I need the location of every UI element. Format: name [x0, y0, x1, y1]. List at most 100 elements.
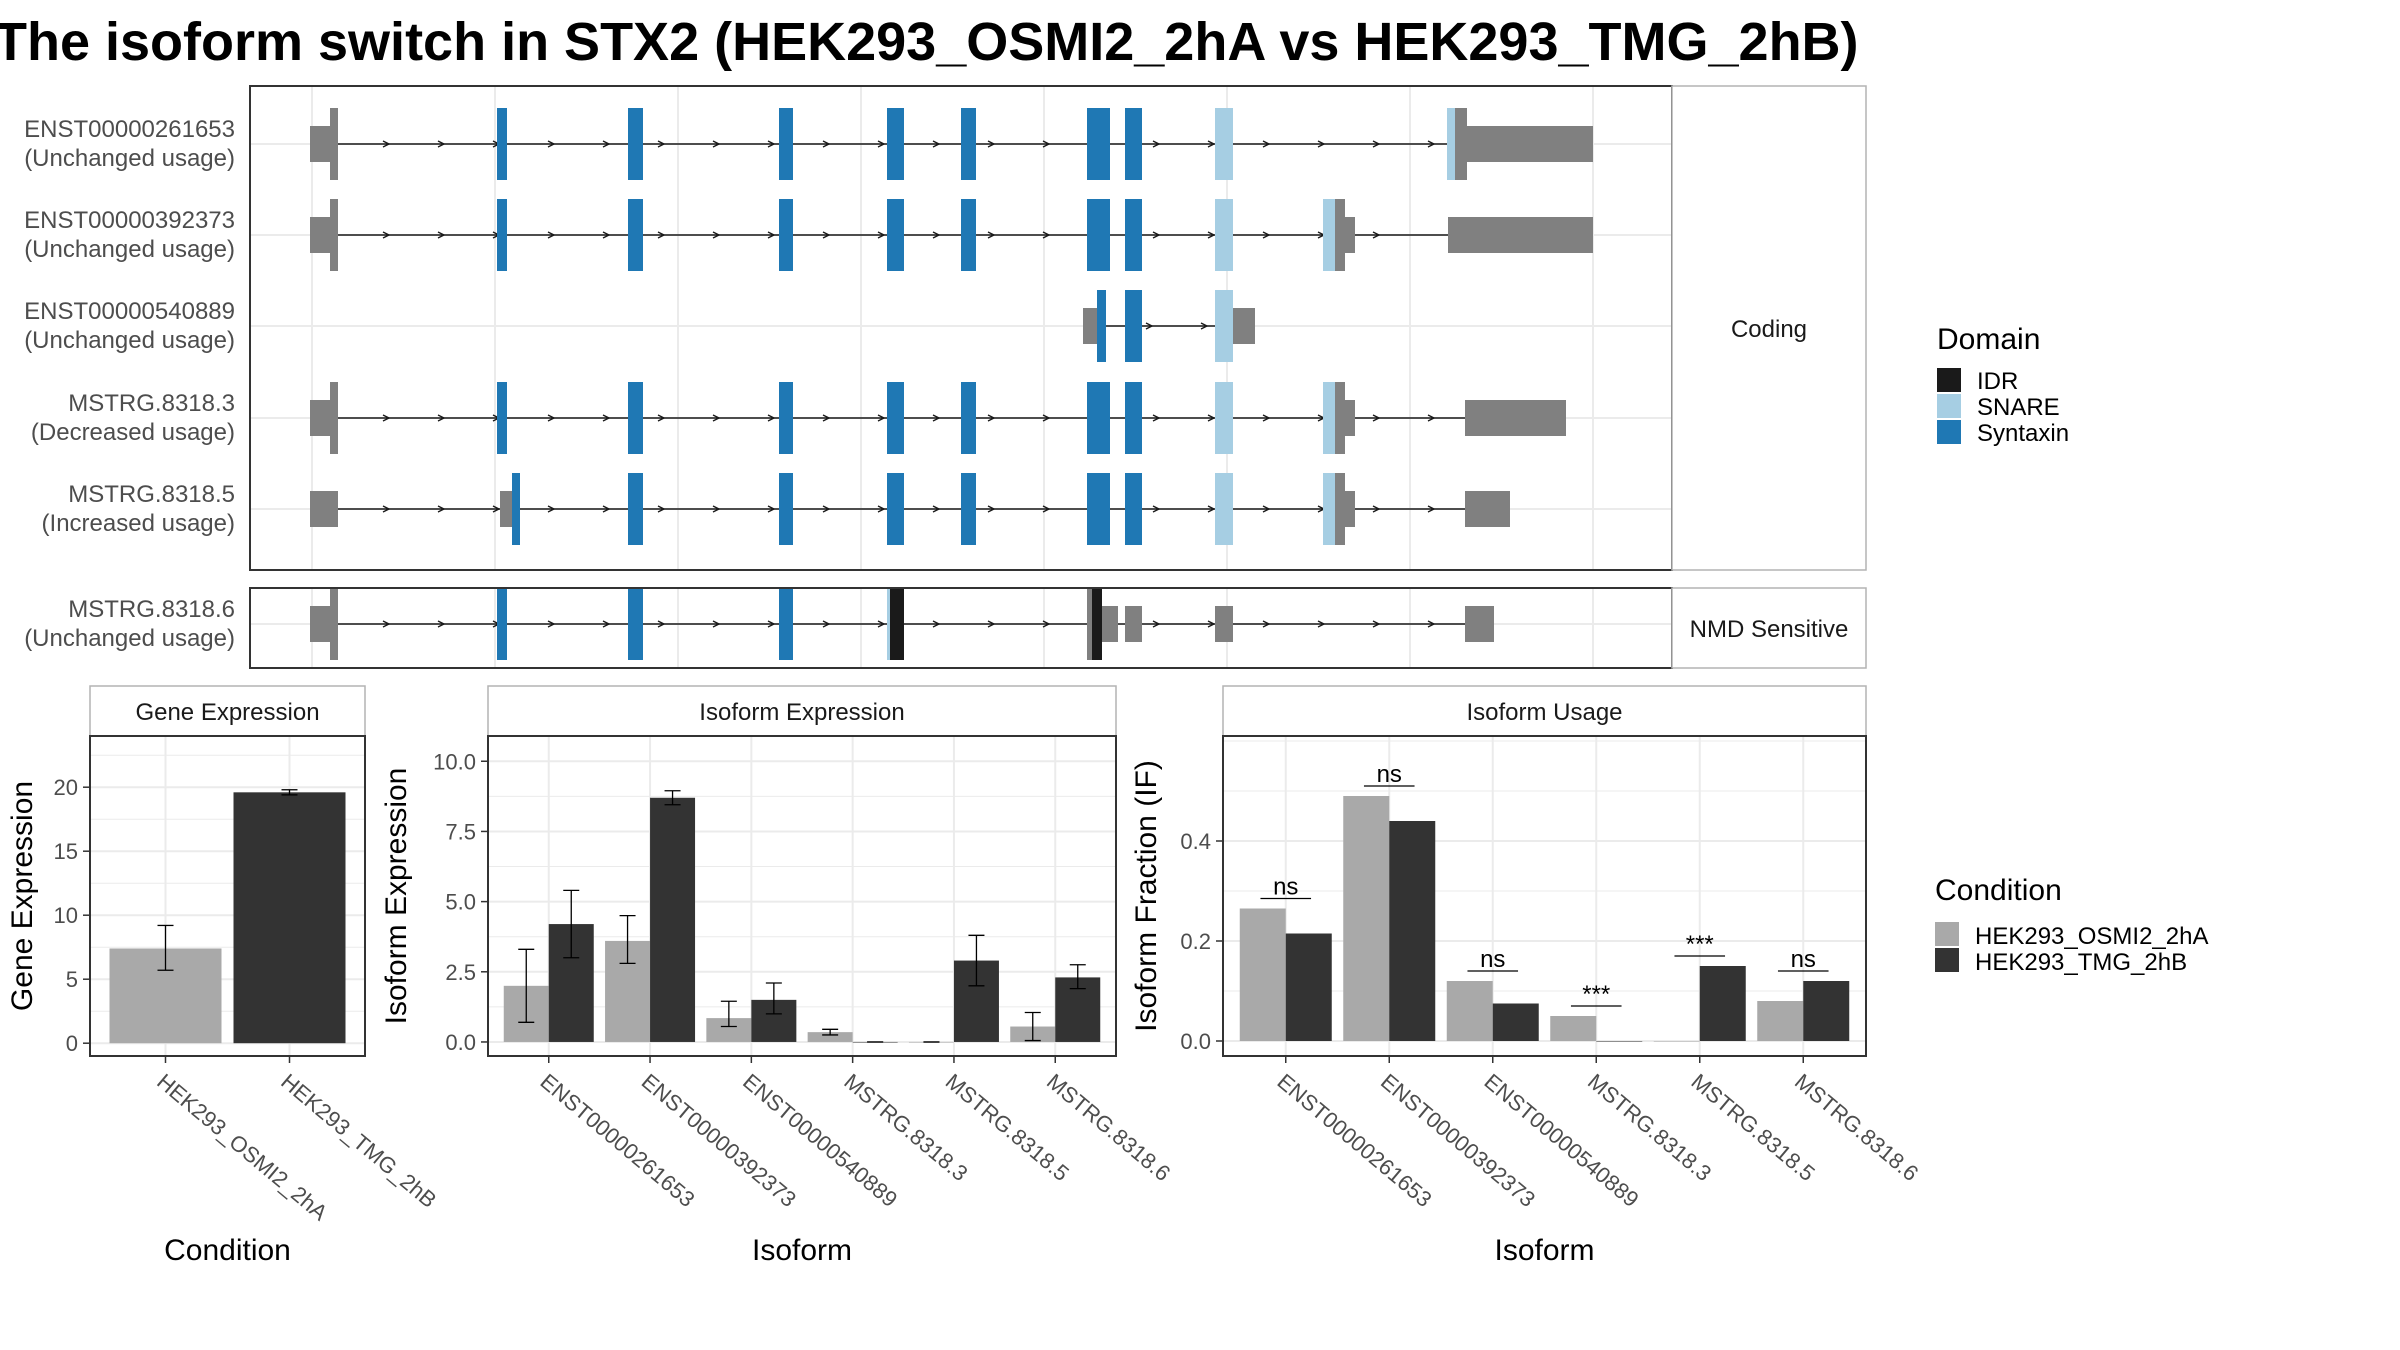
coding-exon	[1215, 199, 1222, 271]
strand-arrow	[382, 140, 391, 148]
coding-exon	[1222, 473, 1233, 545]
strand-arrow	[1262, 620, 1271, 628]
legend-label-idr: IDR	[1977, 368, 2018, 395]
plot-border	[1222, 735, 1867, 1057]
strand-arrow	[987, 140, 996, 148]
strand-arrow	[1427, 140, 1436, 148]
plot-border	[89, 735, 366, 1057]
coding-exon	[1447, 108, 1455, 180]
strand-arrow	[492, 505, 501, 513]
y-tick-label: 15	[54, 839, 78, 864]
domain-legend: Domain IDR SNARE Syntaxin	[1937, 323, 2069, 447]
strand-arrow	[987, 414, 996, 422]
coding-exon	[887, 199, 904, 271]
coding-exon	[497, 108, 507, 180]
coding-exon	[1097, 290, 1106, 362]
figure-title: The isoform switch in STX2 (HEK293_OSMI2…	[0, 12, 1859, 72]
strand-arrow	[877, 620, 886, 628]
strand-arrow	[1427, 505, 1436, 513]
nmd-sensitive-facet: NMD Sensitive	[249, 587, 1867, 669]
condition-legend-title: Condition	[1935, 874, 2062, 907]
coding-exon	[497, 382, 507, 454]
strand-arrow	[1262, 140, 1271, 148]
transcript-mstrg-8318-6	[310, 588, 1494, 660]
strand-arrow	[657, 414, 666, 422]
strand-arrow	[1207, 620, 1216, 628]
coding-exon	[330, 588, 338, 660]
coding-exon	[887, 588, 890, 660]
coding-exon	[779, 382, 793, 454]
y-tick-label: 0.0	[445, 1030, 476, 1055]
coding-exon	[1125, 382, 1142, 454]
strand-arrow	[547, 231, 556, 239]
strand-arrow	[657, 505, 666, 513]
transcript-usage-label: (Unchanged usage)	[24, 327, 235, 354]
significance-label: ns	[1480, 946, 1505, 973]
strand-arrow	[602, 414, 611, 422]
strand-arrow	[382, 231, 391, 239]
utr-exon	[1215, 606, 1233, 642]
strand-arrow	[1207, 231, 1216, 239]
strand-arrow	[712, 414, 721, 422]
coding-exon	[330, 199, 338, 271]
coding-exon	[1323, 473, 1335, 545]
transcript-usage-label: (Unchanged usage)	[24, 625, 235, 652]
strand-arrow	[1152, 505, 1161, 513]
coding-exon	[628, 588, 643, 660]
y-tick-label: 10.0	[433, 749, 476, 774]
strand-arrow	[932, 620, 941, 628]
legend-label-syntaxin: Syntaxin	[1977, 420, 2069, 447]
utr-exon	[1448, 217, 1593, 253]
transcript-usage-label: (Unchanged usage)	[24, 236, 235, 263]
strand-arrow	[932, 414, 941, 422]
coding-exon	[1335, 382, 1345, 454]
transcript-mstrg-8318-5	[310, 473, 1510, 545]
strand-arrow	[602, 505, 611, 513]
coding-exon	[628, 108, 643, 180]
gene-expression-title: Gene Expression	[135, 699, 319, 726]
strand-arrow	[1372, 231, 1381, 239]
legend-label-snare: SNARE	[1977, 394, 2060, 421]
coding-exon	[1222, 382, 1233, 454]
coding-exon	[628, 473, 643, 545]
coding-exon	[1215, 290, 1222, 362]
coding-exon	[1125, 199, 1142, 271]
strand-arrow	[602, 140, 611, 148]
coding-transcripts	[310, 108, 1593, 545]
bar	[1757, 1001, 1804, 1041]
coding-exon	[887, 473, 904, 545]
condition-legend: Condition HEK293_OSMI2_2hA HEK293_TMG_2h…	[1935, 874, 2208, 976]
nmd-panel-bg	[250, 588, 1672, 668]
nmd-strip-label: NMD Sensitive	[1690, 616, 1849, 643]
utr-exon	[500, 491, 512, 527]
strand-arrow	[1200, 322, 1209, 330]
bar	[1596, 1041, 1643, 1042]
transcript-id-label: MSTRG.8318.5	[68, 481, 235, 508]
strand-arrow	[712, 140, 721, 148]
strand-arrow	[437, 140, 446, 148]
strand-arrow	[437, 231, 446, 239]
utr-exon	[1345, 400, 1355, 436]
coding-strip	[1671, 85, 1867, 571]
strand-arrow	[822, 505, 831, 513]
strand-arrow	[382, 505, 391, 513]
transcript-id-label: ENST00000392373	[24, 207, 235, 234]
y-tick-label: 5.0	[445, 890, 476, 915]
y-axis-title: Isoform Expression	[380, 768, 413, 1025]
coding-exon	[1323, 382, 1335, 454]
coding-exon	[1087, 588, 1092, 660]
strand-arrow	[1372, 620, 1381, 628]
bar	[1550, 1016, 1597, 1041]
coding-exon	[1222, 108, 1233, 180]
isoform-usage-panel: Isoform Usagensnsns******ns0.00.20.4ENST…	[1130, 685, 1923, 1267]
bar	[1699, 966, 1746, 1041]
strand-arrow	[822, 231, 831, 239]
x-axis-title: Condition	[164, 1234, 291, 1267]
strand-arrow	[932, 505, 941, 513]
strand-arrow	[767, 140, 776, 148]
strand-arrow	[1207, 140, 1216, 148]
transcript-usage-label: (Decreased usage)	[31, 419, 235, 446]
strand-arrow	[1372, 414, 1381, 422]
coding-exon	[497, 199, 507, 271]
